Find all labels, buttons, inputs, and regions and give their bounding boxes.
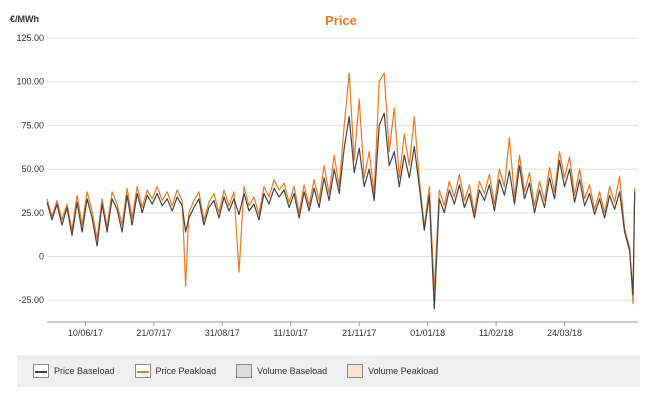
gridlines	[47, 37, 638, 323]
fill-swatch-icon	[347, 364, 364, 378]
series-lines	[46, 72, 636, 310]
series-line-price-baseload	[46, 112, 636, 310]
y-tick-label: 50.00	[21, 164, 44, 174]
y-tick-label: -25.00	[18, 295, 44, 305]
legend-item-price-baseload[interactable]: Price Baseload	[33, 364, 115, 378]
x-tick-label: 11/10/17	[274, 328, 308, 338]
price-chart: Price €/MWh 125.00 100.00 75.00 50.00 25.00 0…	[10, 13, 638, 338]
y-tick-label: 0	[39, 251, 44, 261]
line-swatch-icon	[33, 364, 49, 378]
legend-item-volume-baseload[interactable]: Volume Baseload	[236, 364, 327, 378]
x-tick-label: 31/08/17	[205, 328, 240, 338]
legend-label: Volume Baseload	[257, 366, 328, 376]
line-swatch-icon	[134, 364, 151, 378]
y-tick-label: 100.00	[16, 77, 44, 87]
legend-item-volume-peakload[interactable]: Volume Peakload	[347, 364, 438, 378]
x-tick-label: 11/02/18	[479, 328, 513, 338]
legend: Price Baseload Price Peakload Volume Bas…	[17, 355, 640, 387]
x-axis-ticks: 10/06/17 21/07/17 31/08/17 11/10/17 21/11/17…	[68, 322, 582, 338]
x-tick-label: 10/06/17	[68, 328, 103, 338]
y-axis-unit-label: €/MWh	[10, 14, 39, 24]
x-tick-label: 21/11/17	[342, 328, 376, 338]
legend-item-price-peakload[interactable]: Price Peakload	[134, 364, 217, 378]
y-tick-label: 25.00	[21, 208, 44, 218]
x-tick-label: 21/07/17	[136, 328, 171, 338]
legend-label: Price Peakload	[155, 366, 217, 376]
chart-title: Price	[325, 13, 357, 28]
legend-label: Volume Peakload	[368, 366, 439, 376]
legend-label: Price Baseload	[54, 366, 115, 376]
y-tick-label: 75.00	[21, 120, 44, 130]
x-tick-label: 24/03/18	[547, 328, 582, 338]
series-line-price-peakload	[46, 72, 636, 305]
y-axis-ticks: 125.00 100.00 75.00 50.00 25.00 0 -25.00	[16, 33, 44, 305]
x-tick-label: 01/01/18	[410, 328, 445, 338]
y-tick-label: 125.00	[16, 33, 44, 43]
fill-swatch-icon	[236, 364, 253, 378]
